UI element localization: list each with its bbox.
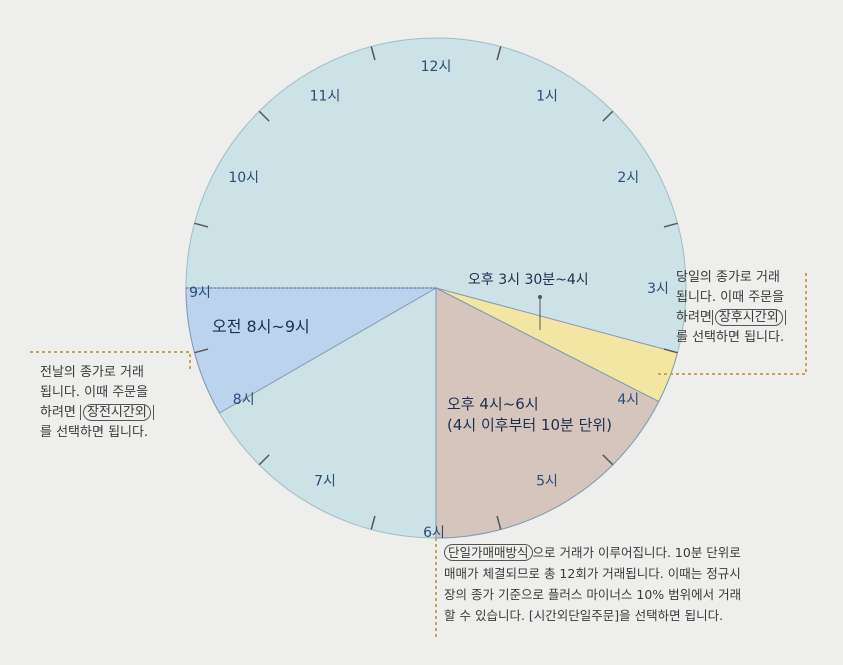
hour-labels: 12시 1시 2시 3시 4시 5시 6시 7시 8시 9시 10시 11시 (189, 59, 669, 541)
bottom-note: 단일가매매방식 으로 거래가 이루어집니다. 10분 단위로 매매가 체결되므로 … (444, 542, 741, 626)
hour-label: 3시 (647, 281, 669, 297)
left-note-line3: 하려면 장전시간외 (40, 403, 154, 423)
bottom-note-term: 단일가매매방식 (444, 544, 533, 561)
single-price-label-line1: 오후 4시~6시 (447, 395, 539, 413)
closing-range-sector (435, 287, 679, 403)
left-note-term: 장전시간외 (80, 404, 154, 421)
hour-label: 9시 (189, 285, 211, 301)
right-note-line1: 당일의 종가로 거래 (676, 270, 780, 285)
single-price-sector (435, 287, 660, 539)
bottom-note-line3: 장의 종가 기준으로 플러스 마이너스 10% 범위에서 거래 (444, 587, 742, 602)
bottom-note-line1: 단일가매매방식 으로 거래가 이루어집니다. 10분 단위로 (444, 542, 741, 563)
hour-label: 4시 (617, 392, 639, 408)
right-note-leader (658, 270, 807, 375)
right-note: 당일의 종가로 거래 됩니다. 이때 주문을 하려면 장후시간외 를 선택하면 됩… (676, 268, 786, 348)
hour-label: 2시 (617, 170, 639, 186)
hour-label: 11시 (310, 89, 341, 105)
right-note-term: 장후시간외 (711, 309, 786, 326)
hour-label: 12시 (421, 59, 452, 75)
single-price-label-line2: (4시 이후부터 10분 단위) (447, 416, 612, 434)
hour-label: 5시 (536, 473, 558, 489)
closing-pointer-dot (538, 295, 542, 299)
hour-label: 6시 (423, 525, 445, 541)
hour-tick (602, 110, 614, 122)
bottom-note-line4: 할 수 있습니다. [시간외단일주문]을 선택하면 됩니다. (444, 608, 724, 623)
left-note-line1: 전날의 종가로 거래 (40, 365, 144, 380)
hour-ticks (194, 46, 678, 530)
hour-tick (370, 515, 376, 530)
hour-tick (602, 454, 614, 466)
hour-tick (663, 348, 678, 354)
hour-label: 7시 (314, 473, 336, 489)
right-note-line3-prefix: 하려면 (676, 310, 712, 325)
right-note-line4: 를 선택하면 됩니다. (676, 330, 785, 345)
hour-tick (496, 46, 502, 61)
bottom-note-line2: 매매가 체결되므로 총 12회가 거래됩니다. 이때는 정규시 (444, 566, 741, 581)
hour-tick (194, 222, 209, 228)
morning-label: 오전 8시~9시 (212, 317, 310, 336)
bottom-note-line1-rest: 으로 거래가 이루어집니다. 10분 단위로 (532, 545, 741, 560)
right-note-term-text: 장후시간외 (714, 309, 783, 326)
hour-tick (258, 110, 270, 122)
left-note-line3-prefix: 하려면 (40, 405, 81, 420)
left-note-line4: 를 선택하면 됩니다. (40, 425, 149, 440)
hour-tick (370, 46, 376, 61)
left-note: 전날의 종가로 거래 됩니다. 이때 주문을 하려면 장전시간외 를 선택하면 … (40, 363, 154, 443)
right-note-line3: 하려면 장후시간외 (676, 308, 786, 328)
hour-tick (663, 222, 678, 228)
left-note-line2: 됩니다. 이때 주문을 (40, 385, 149, 400)
hour-label: 8시 (233, 392, 255, 408)
hour-label: 1시 (536, 89, 558, 105)
right-note-line2: 됩니다. 이때 주문을 (676, 290, 785, 305)
hour-tick (258, 454, 270, 466)
left-note-term-text: 장전시간외 (83, 404, 151, 421)
closing-range-label: 오후 3시 30분~4시 (468, 272, 589, 288)
hour-tick (496, 515, 502, 530)
hour-tick (194, 348, 209, 354)
hour-label: 10시 (228, 170, 259, 186)
